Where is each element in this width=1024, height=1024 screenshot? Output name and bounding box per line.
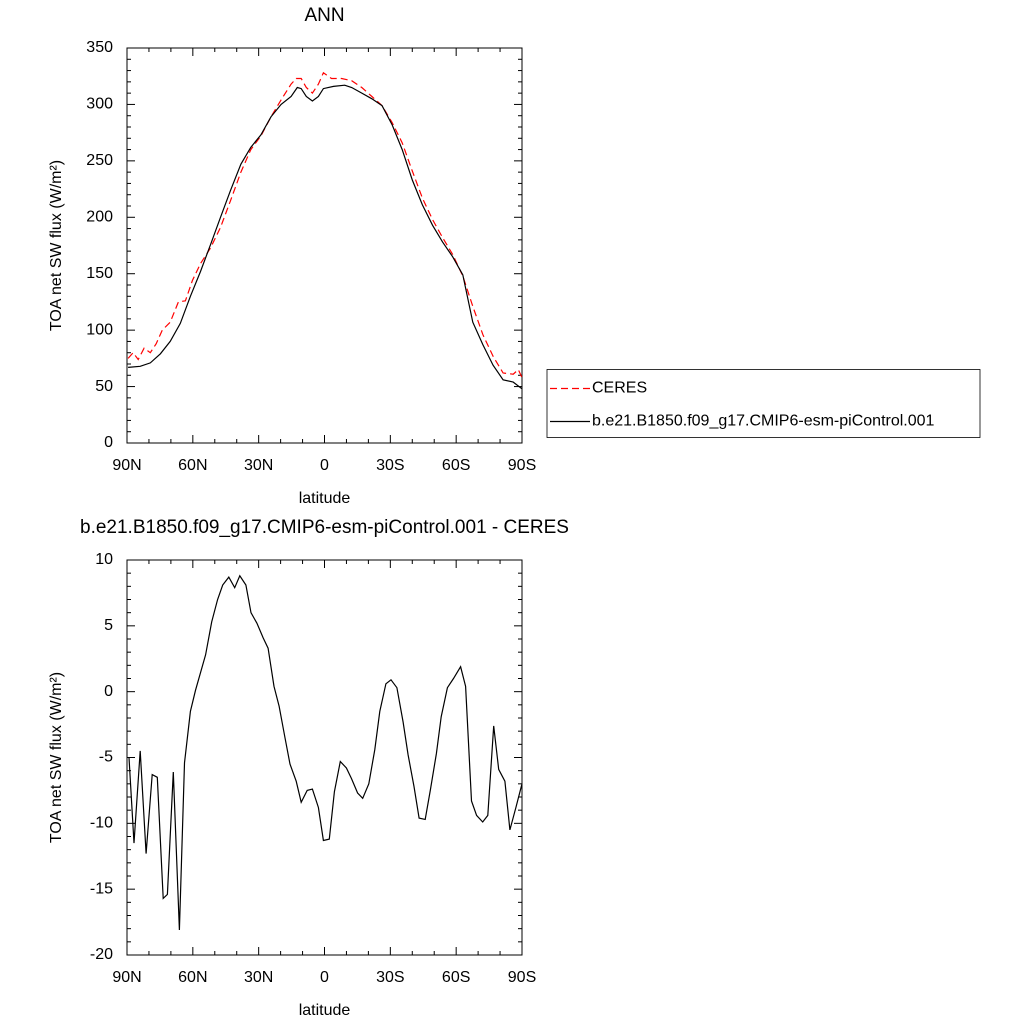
data-line (128, 574, 523, 931)
x-tick-label: 60S (442, 457, 470, 474)
y-tick-label: 0 (104, 683, 113, 700)
y-tick-label: -20 (90, 946, 113, 963)
chart-title: ANN (304, 5, 344, 26)
x-tick-label: 90S (508, 969, 536, 986)
y-tick-label: 300 (86, 96, 113, 113)
chart-title: b.e21.B1850.f09_g17.CMIP6-esm-piControl.… (80, 517, 569, 538)
x-tick-label: 0 (320, 457, 329, 474)
x-tick-label: 90N (112, 969, 141, 986)
y-tick-label: 0 (104, 434, 113, 451)
x-tick-label: 90S (508, 457, 536, 474)
y-tick-label: 10 (95, 551, 113, 568)
x-tick-label: 30N (244, 457, 273, 474)
plot-frame (126, 47, 523, 444)
legend-label: CERES (592, 380, 647, 397)
y-axis-label: TOA net SW flux (W/m²) (48, 160, 65, 331)
y-tick-label: 250 (86, 152, 113, 169)
y-tick-label: 50 (95, 378, 113, 395)
y-tick-label: 200 (86, 209, 113, 226)
x-tick-label: 30S (376, 457, 404, 474)
y-axis-label: TOA net SW flux (W/m²) (48, 672, 65, 843)
x-tick-label: 0 (320, 969, 329, 986)
x-axis-label: latitude (299, 490, 351, 507)
y-tick-label: 350 (86, 39, 113, 56)
legend-label: b.e21.B1850.f09_g17.CMIP6-esm-piControl.… (592, 413, 935, 430)
x-axis-label: latitude (299, 1002, 351, 1019)
data-line (128, 84, 523, 390)
legend-box (546, 369, 981, 438)
x-tick-label: 60N (178, 457, 207, 474)
data-line (127, 71, 523, 378)
x-tick-label: 60N (178, 969, 207, 986)
x-tick-label: 30N (244, 969, 273, 986)
y-tick-label: 100 (86, 321, 113, 338)
x-tick-label: 90N (112, 457, 141, 474)
y-tick-label: 5 (104, 617, 113, 634)
y-tick-label: 150 (86, 265, 113, 282)
x-tick-label: 30S (376, 969, 404, 986)
x-tick-label: 60S (442, 969, 470, 986)
y-tick-label: -5 (99, 749, 113, 766)
y-tick-label: -15 (90, 880, 113, 897)
plot-frame (126, 559, 523, 956)
y-tick-label: -10 (90, 815, 113, 832)
